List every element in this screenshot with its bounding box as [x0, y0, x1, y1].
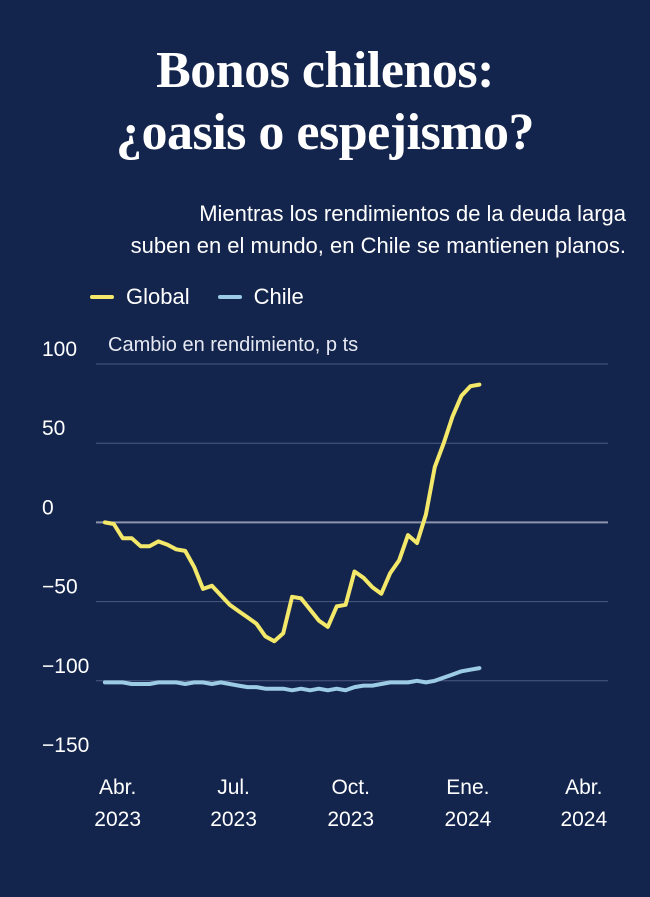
series-line-global: [102, 382, 482, 644]
chart-subtitle: Mientras los rendimientos de la deuda la…: [30, 198, 626, 262]
y-tick-label: −100: [42, 655, 89, 678]
x-tick-year-label: 2023: [94, 808, 141, 831]
x-tick-label: Abr.: [565, 776, 602, 799]
legend-item-chile: Chile: [217, 284, 304, 310]
chart-title: Bonos chilenos: ¿oasis o espejismo?: [0, 40, 650, 164]
x-tick-label: Jul.: [217, 776, 250, 799]
legend-label-global: Global: [126, 284, 190, 309]
y-tick-label: 0: [42, 496, 54, 519]
x-tick-year-label: 2024: [445, 808, 492, 831]
legend: Global Chile: [90, 284, 332, 310]
legend-item-global: Global: [90, 284, 190, 310]
x-tick-label: Abr.: [99, 776, 136, 799]
subtitle-line-1: Mientras los rendimientos de la deuda la…: [199, 201, 626, 226]
y-tick-label: 50: [42, 417, 65, 440]
x-tick-year-label: 2023: [327, 808, 374, 831]
y-tick-label: −150: [42, 734, 89, 757]
x-tick-year-label: 2024: [560, 808, 607, 831]
y-axis-label: Cambio en rendimiento, p ts: [108, 334, 359, 356]
x-tick-label: Ene.: [446, 776, 489, 799]
y-tick-label: 100: [42, 338, 77, 361]
legend-swatch-global: [90, 295, 114, 299]
x-tick-year-label: 2023: [210, 808, 257, 831]
legend-swatch-chile: [217, 295, 242, 299]
series-line-chile: [102, 666, 482, 693]
subtitle-line-2: suben en el mundo, en Chile se mantienen…: [130, 233, 626, 258]
y-tick-label: −50: [42, 576, 78, 599]
title-line-2: ¿oasis o espejismo?: [115, 104, 535, 161]
legend-label-chile: Chile: [253, 284, 304, 309]
title-line-1: Bonos chilenos:: [156, 42, 494, 99]
x-tick-label: Oct.: [331, 776, 370, 799]
